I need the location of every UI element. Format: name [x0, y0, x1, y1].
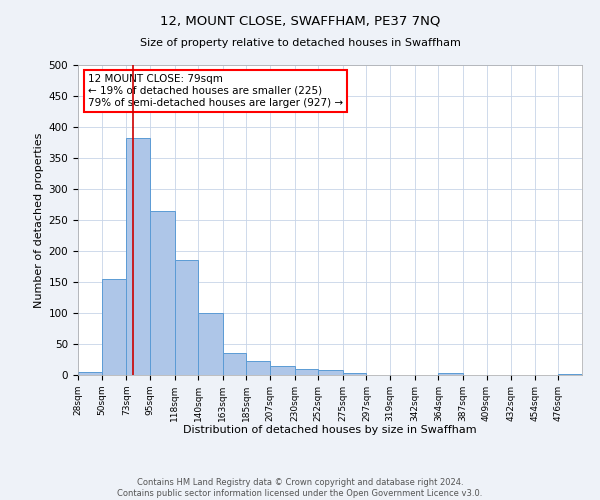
- Bar: [247, 362, 270, 375]
- Bar: [270, 366, 295, 375]
- Y-axis label: Number of detached properties: Number of detached properties: [34, 132, 44, 308]
- X-axis label: Distribution of detached houses by size in Swaffham: Distribution of detached houses by size …: [183, 426, 477, 436]
- Bar: [175, 260, 198, 375]
- Bar: [318, 370, 343, 375]
- Text: Contains HM Land Registry data © Crown copyright and database right 2024.
Contai: Contains HM Land Registry data © Crown c…: [118, 478, 482, 498]
- Bar: [295, 369, 318, 375]
- Bar: [101, 279, 126, 375]
- Bar: [150, 210, 175, 375]
- Bar: [126, 138, 150, 375]
- Bar: [198, 313, 223, 375]
- Bar: [78, 372, 101, 375]
- Text: 12 MOUNT CLOSE: 79sqm
← 19% of detached houses are smaller (225)
79% of semi-det: 12 MOUNT CLOSE: 79sqm ← 19% of detached …: [88, 74, 343, 108]
- Text: 12, MOUNT CLOSE, SWAFFHAM, PE37 7NQ: 12, MOUNT CLOSE, SWAFFHAM, PE37 7NQ: [160, 15, 440, 28]
- Bar: [223, 354, 247, 375]
- Bar: [559, 374, 582, 375]
- Text: Size of property relative to detached houses in Swaffham: Size of property relative to detached ho…: [140, 38, 460, 48]
- Bar: [343, 373, 367, 375]
- Bar: [439, 373, 463, 375]
